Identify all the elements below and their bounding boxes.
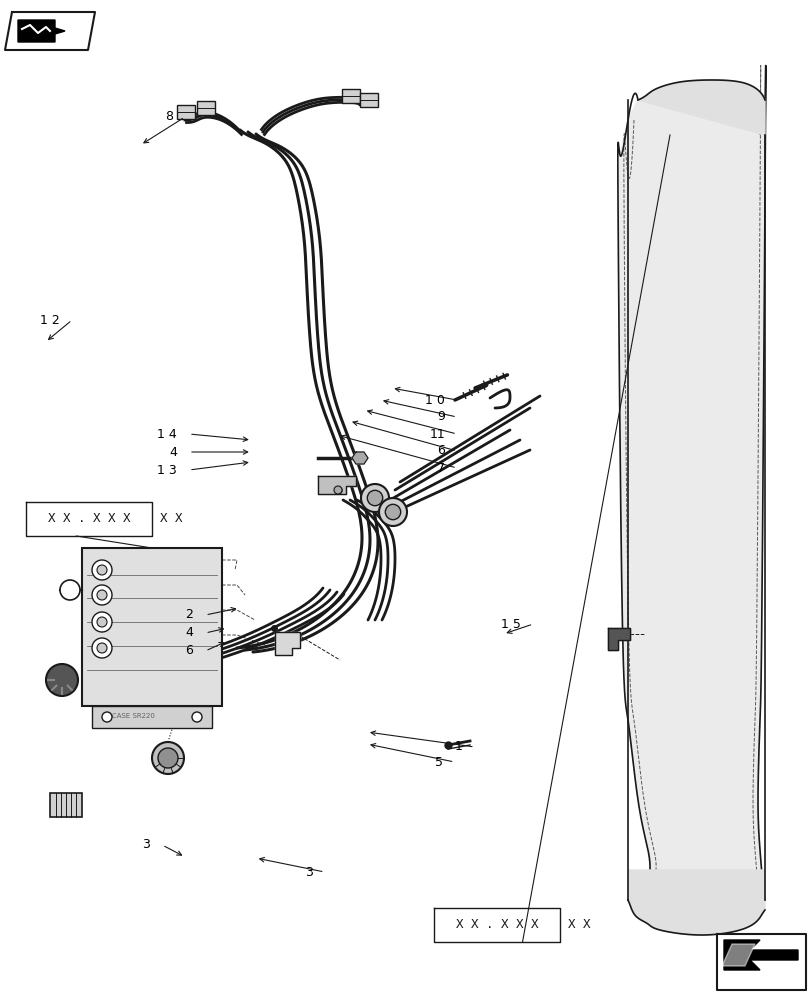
Text: 3: 3 [304,865,312,879]
Polygon shape [5,12,95,50]
Polygon shape [721,944,754,966]
Circle shape [97,590,107,600]
Polygon shape [617,100,764,900]
Text: 1: 1 [454,740,462,754]
Bar [92,706,212,728]
Circle shape [367,490,382,506]
Bar [359,93,378,107]
Polygon shape [627,870,764,935]
Circle shape [92,612,112,632]
Text: 6: 6 [185,645,193,658]
Polygon shape [716,934,805,990]
Circle shape [46,664,78,696]
Text: 1 5: 1 5 [501,617,521,631]
Bar [177,105,195,119]
Circle shape [97,643,107,653]
Polygon shape [275,632,299,655]
Polygon shape [607,628,629,650]
Polygon shape [18,20,65,42]
Text: 1 2: 1 2 [41,314,60,326]
Bar [50,793,82,817]
Polygon shape [723,940,797,970]
Text: 2: 2 [185,608,193,621]
Circle shape [92,585,112,605]
Text: 6: 6 [436,444,444,458]
Circle shape [102,712,112,722]
Circle shape [191,712,202,722]
Circle shape [92,560,112,580]
Circle shape [158,748,178,768]
Text: 1 4: 1 4 [157,428,177,440]
Circle shape [97,617,107,627]
Circle shape [97,565,107,575]
Polygon shape [318,476,355,494]
Text: X X: X X [568,918,590,932]
Text: 4: 4 [185,626,193,640]
Text: X X . X X X: X X . X X X [456,918,538,932]
Text: 8: 8 [165,110,173,123]
Text: X X: X X [160,512,182,526]
Polygon shape [26,502,152,536]
Circle shape [60,580,80,600]
Text: 7: 7 [436,462,444,475]
Text: X X . X X X: X X . X X X [48,512,130,526]
Circle shape [361,484,388,512]
Text: 3: 3 [142,838,150,852]
Text: 9: 9 [436,410,444,424]
Text: 4: 4 [169,446,177,458]
Polygon shape [434,908,560,942]
Polygon shape [637,80,764,135]
Bar [341,89,359,103]
Circle shape [92,638,112,658]
Text: 5: 5 [434,756,442,768]
Text: 1 0: 1 0 [425,393,444,406]
Circle shape [379,498,406,526]
Polygon shape [351,452,367,464]
Circle shape [333,486,341,494]
Text: 11: 11 [429,428,444,440]
Circle shape [385,504,400,520]
Bar [82,548,221,706]
Text: 1 3: 1 3 [157,464,177,477]
Circle shape [152,742,184,774]
Text: CASE SR220: CASE SR220 [112,713,155,719]
Bar [197,101,215,115]
